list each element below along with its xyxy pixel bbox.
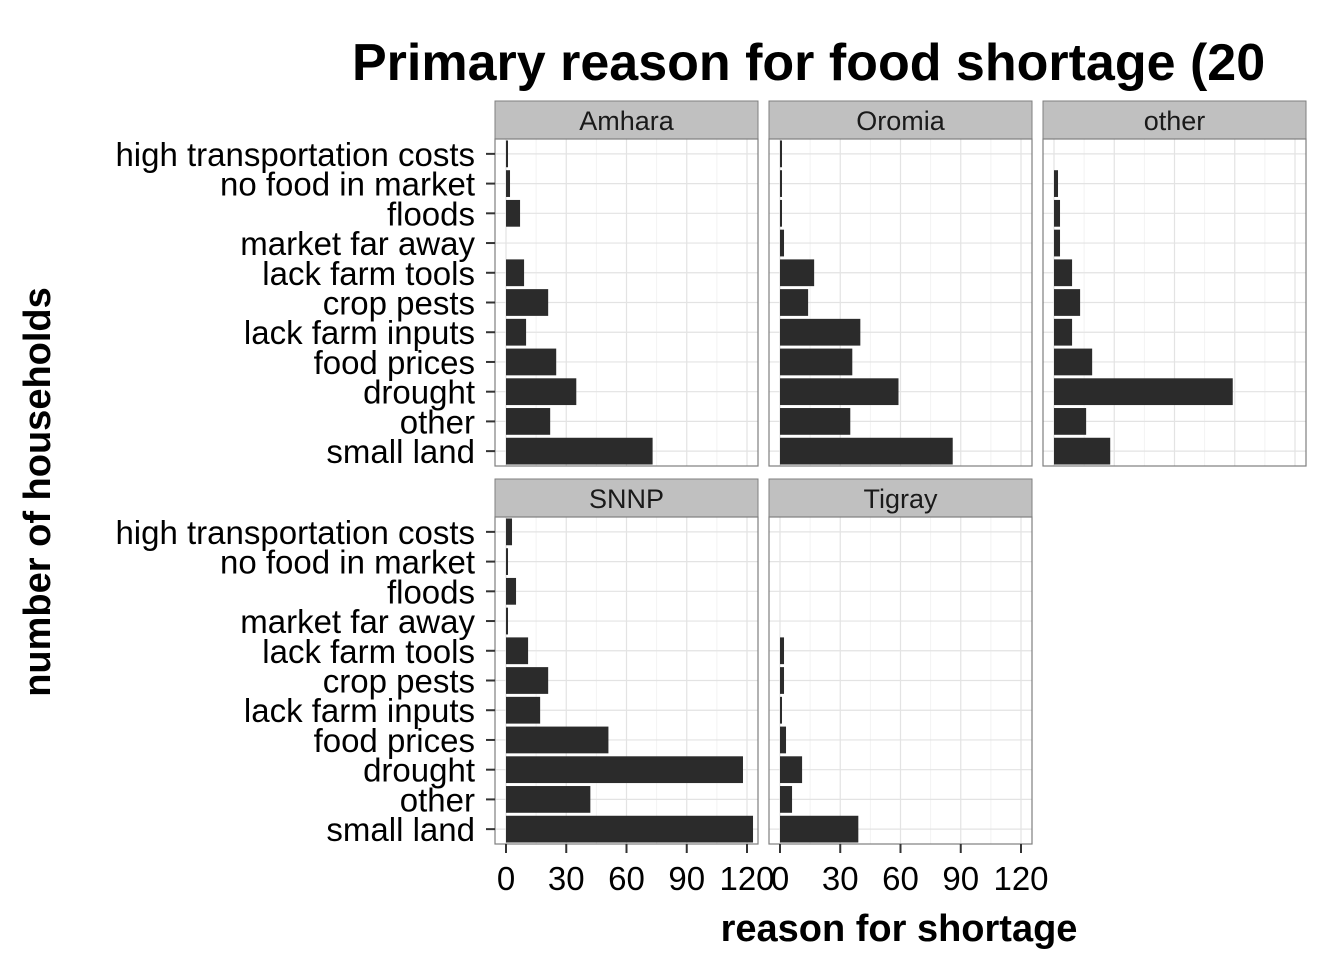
strip-snnp — [494, 478, 759, 518]
bar-tigray-small-land — [780, 815, 859, 843]
y-tick-label: crop pests — [323, 663, 475, 700]
bar-snnp-market-far-away — [506, 607, 509, 635]
bar-amhara-high-transportation-costs — [506, 140, 509, 168]
bar-snnp-lack-farm-inputs — [506, 696, 541, 724]
bar-oromia-crop-pests — [780, 289, 809, 316]
y-tick-label: small land — [326, 811, 475, 848]
x-tick-label: 90 — [942, 860, 979, 897]
bar-oromia-high-transportation-costs — [780, 140, 783, 168]
bar-other-other — [1054, 408, 1087, 435]
bar-oromia-drought — [780, 378, 899, 406]
bar-snnp-lack-farm-tools — [506, 637, 529, 665]
y-tick-label: high transportation costs — [115, 136, 475, 173]
bar-other-market-far-away — [1054, 229, 1061, 257]
bar-oromia-small-land — [780, 437, 953, 465]
bar-amhara-lack-farm-inputs — [506, 318, 527, 346]
bar-tigray-other — [780, 786, 793, 813]
bar-oromia-floods — [780, 199, 783, 227]
bar-tigray-drought — [780, 756, 803, 784]
panel-border-oromia — [768, 138, 1033, 467]
strip-label-tigray: Tigray — [863, 484, 938, 514]
x-tick-label: 60 — [608, 860, 645, 897]
y-tick-label: other — [400, 781, 475, 818]
bar-tigray-lack-farm-inputs — [780, 696, 783, 724]
bar-other-lack-farm-inputs — [1054, 318, 1073, 346]
strip-label-oromia: Oromia — [856, 106, 945, 136]
bar-snnp-drought — [506, 756, 743, 784]
strip-amhara — [494, 100, 759, 140]
y-tick-label: drought — [363, 752, 475, 789]
bar-oromia-no-food-in-market — [780, 170, 783, 197]
bar-other-food-prices — [1054, 348, 1093, 376]
x-tick-label: 120 — [993, 860, 1048, 897]
bar-tigray-crop-pests — [780, 667, 785, 694]
y-tick-label: drought — [363, 374, 475, 411]
bar-other-no-food-in-market — [1054, 170, 1059, 197]
x-tick-label: 0 — [771, 860, 789, 897]
bar-snnp-floods — [506, 577, 517, 605]
bar-oromia-lack-farm-inputs — [780, 318, 861, 346]
y-tick-label: floods — [387, 195, 475, 232]
strip-tigray — [768, 478, 1033, 518]
bar-other-lack-farm-tools — [1054, 259, 1073, 287]
bar-amhara-food-prices — [506, 348, 557, 376]
bar-oromia-lack-farm-tools — [780, 259, 815, 287]
strip-other — [1042, 100, 1307, 140]
x-tick-label: 30 — [822, 860, 859, 897]
panel-border-other — [1042, 138, 1307, 467]
bar-oromia-other — [780, 408, 851, 435]
strip-label-other: other — [1144, 106, 1206, 136]
bar-amhara-small-land — [506, 437, 653, 465]
bar-snnp-small-land — [506, 815, 754, 843]
y-tick-label: market far away — [240, 603, 475, 640]
bar-snnp-food-prices — [506, 726, 609, 754]
y-tick-label: high transportation costs — [115, 514, 475, 551]
bar-oromia-market-far-away — [780, 229, 785, 257]
y-tick-label: lack farm inputs — [244, 692, 475, 729]
bar-amhara-lack-farm-tools — [506, 259, 525, 287]
y-axis-title: number of households — [17, 287, 59, 697]
bar-amhara-other — [506, 408, 551, 435]
y-tick-label: other — [400, 403, 475, 440]
bar-other-drought — [1054, 378, 1233, 406]
y-tick-label: no food in market — [220, 544, 475, 581]
y-tick-label: floods — [387, 573, 475, 610]
strip-label-amhara: Amhara — [579, 106, 675, 136]
y-tick-label: lack farm tools — [262, 255, 475, 292]
x-tick-label: 60 — [882, 860, 919, 897]
bar-snnp-crop-pests — [506, 667, 549, 694]
bar-snnp-other — [506, 786, 591, 813]
x-axis-title: reason for shortage — [721, 908, 1078, 950]
bar-amhara-floods — [506, 199, 521, 227]
bar-other-floods — [1054, 199, 1061, 227]
chart-title: Primary reason for food shortage (20 — [352, 34, 1265, 92]
bar-amhara-no-food-in-market — [506, 170, 511, 197]
bar-other-small-land — [1054, 437, 1111, 465]
x-tick-label: 30 — [548, 860, 585, 897]
strip-oromia — [768, 100, 1033, 140]
y-tick-label: food prices — [314, 722, 475, 759]
y-tick-label: market far away — [240, 225, 475, 262]
bar-tigray-food-prices — [780, 726, 787, 754]
y-tick-label: crop pests — [323, 285, 475, 322]
bar-amhara-crop-pests — [506, 289, 549, 316]
y-tick-label: lack farm inputs — [244, 314, 475, 351]
bar-snnp-high-transportation-costs — [506, 518, 513, 546]
y-tick-label: food prices — [314, 344, 475, 381]
x-tick-label: 0 — [497, 860, 515, 897]
bar-tigray-lack-farm-tools — [780, 637, 785, 665]
y-tick-label: lack farm tools — [262, 633, 475, 670]
x-tick-label: 90 — [668, 860, 705, 897]
y-tick-label: small land — [326, 433, 475, 470]
bar-snnp-no-food-in-market — [506, 548, 509, 575]
strip-label-snnp: SNNP — [589, 484, 664, 514]
x-tick-label: 120 — [719, 860, 774, 897]
bar-oromia-food-prices — [780, 348, 853, 376]
y-tick-label: no food in market — [220, 166, 475, 203]
bar-other-crop-pests — [1054, 289, 1081, 316]
bar-amhara-drought — [506, 378, 577, 406]
